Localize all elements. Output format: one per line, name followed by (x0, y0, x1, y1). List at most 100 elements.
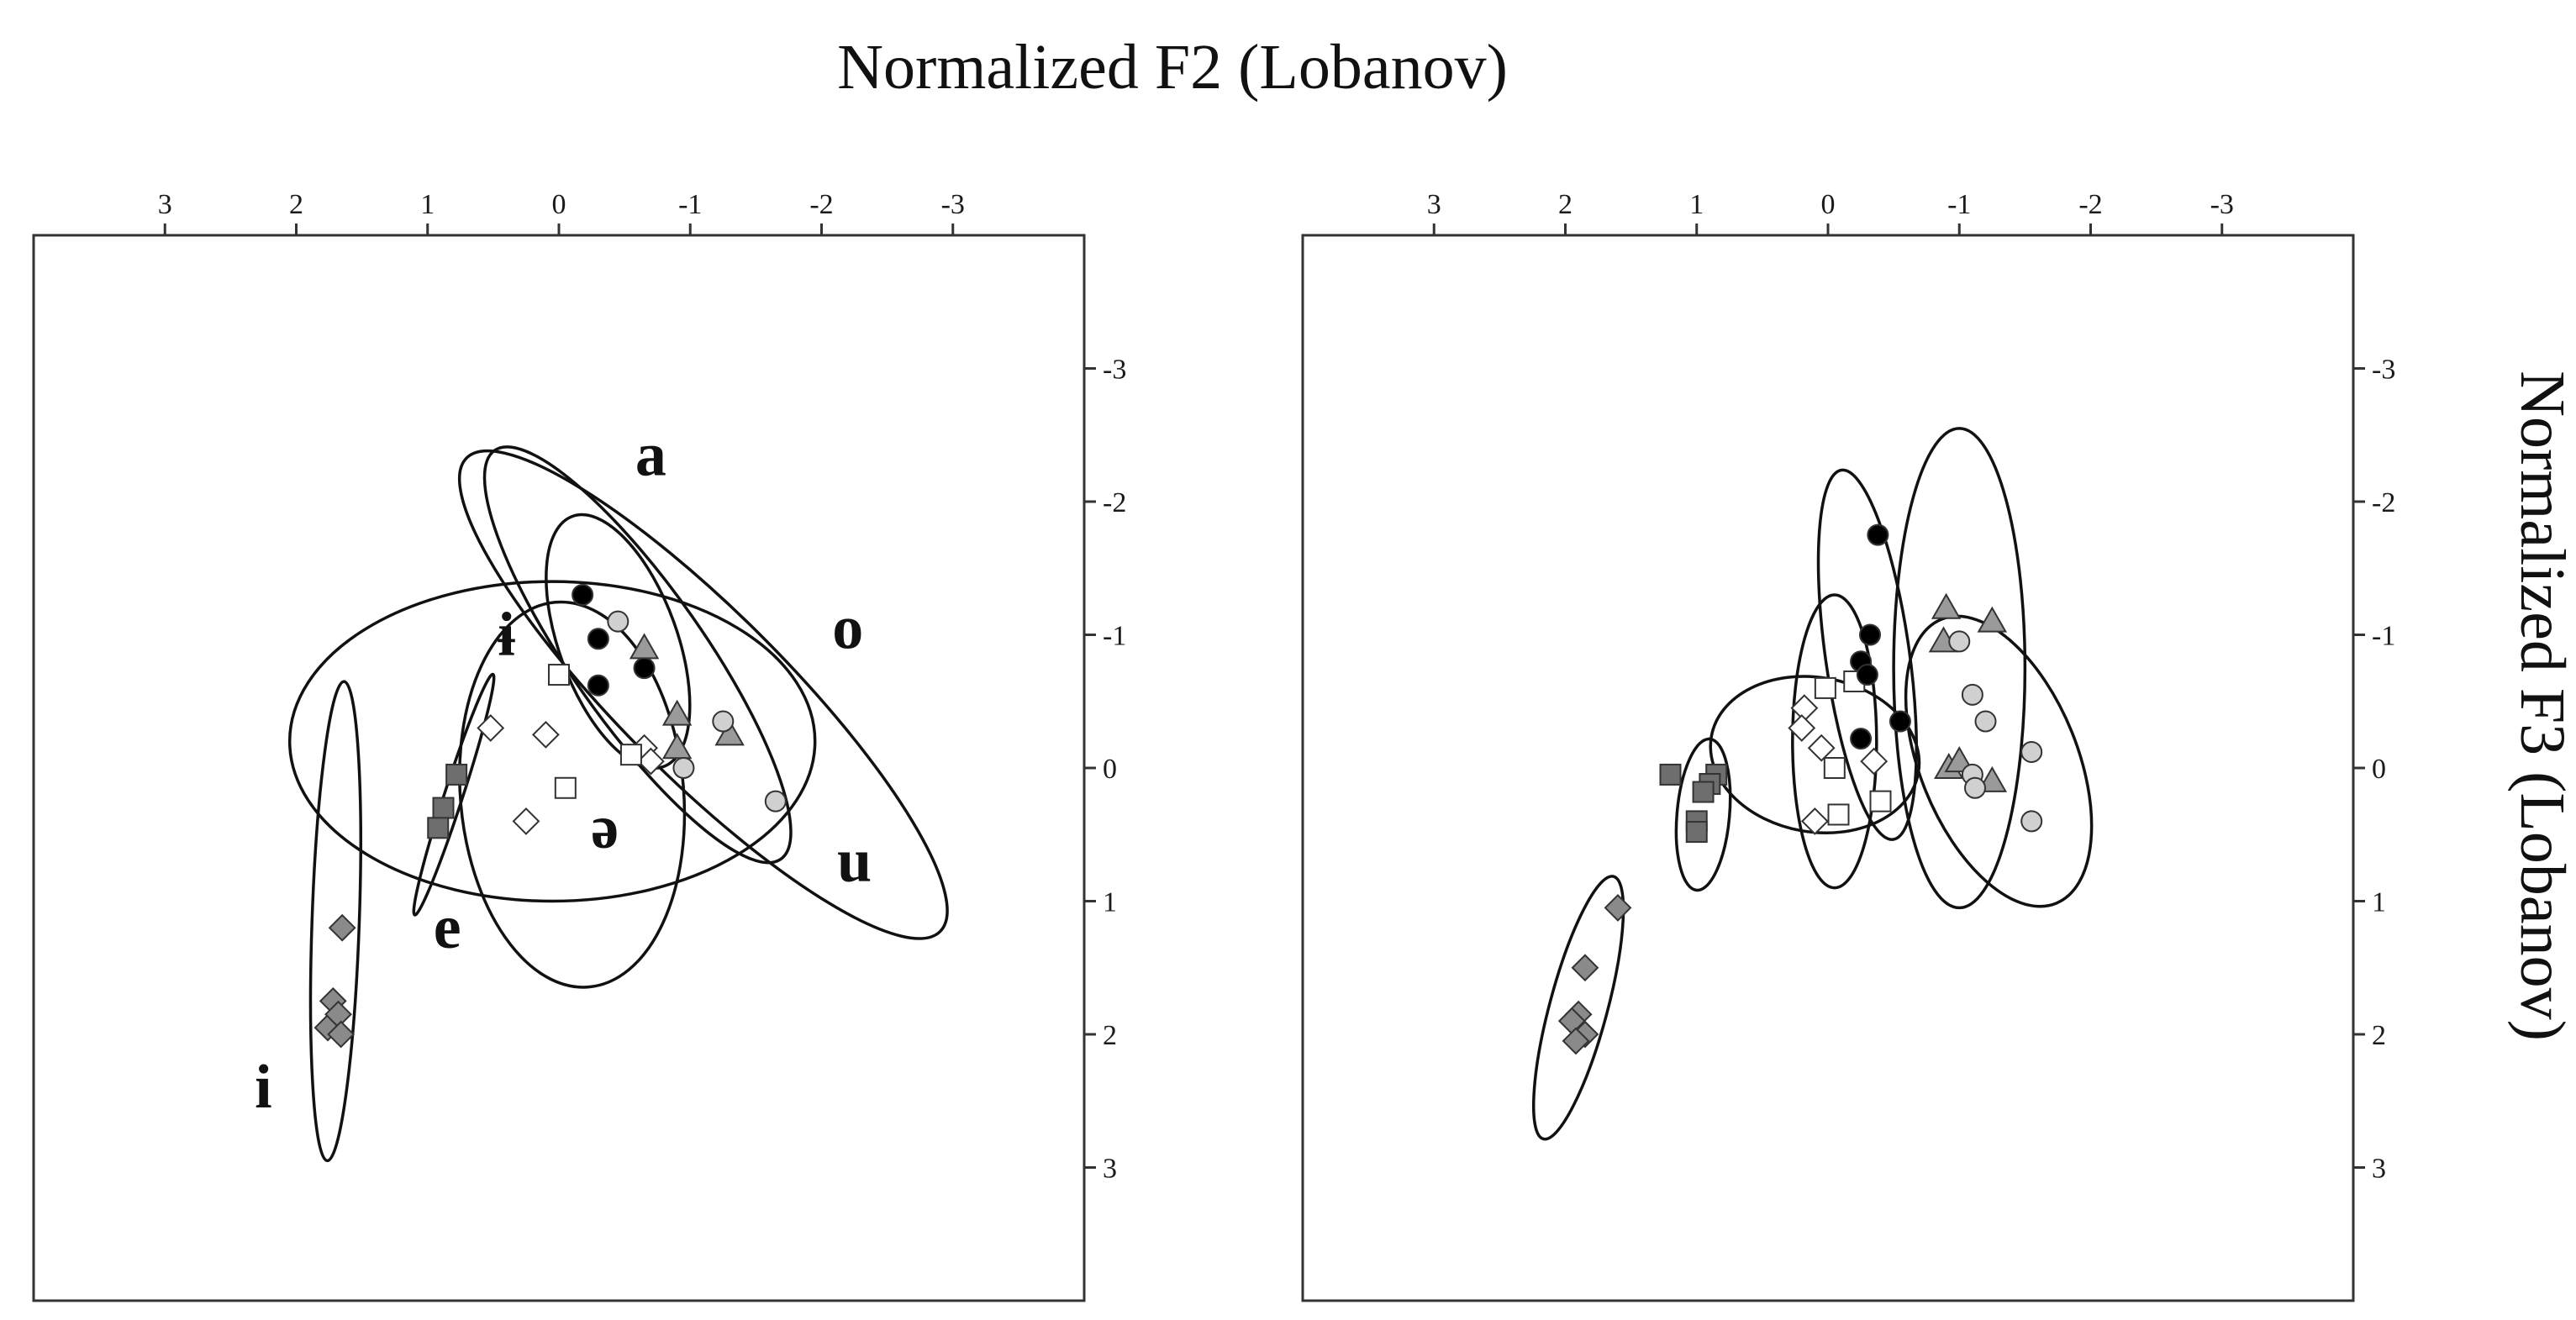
data-point (636, 747, 665, 776)
data-point (548, 664, 570, 686)
data-point (633, 657, 656, 680)
data-point (1889, 710, 1911, 733)
data-point (477, 714, 505, 742)
data-point (1859, 623, 1881, 646)
data-point (712, 710, 735, 733)
vowel-ellipse (1816, 468, 1918, 841)
x-tick-label: -3 (2210, 189, 2234, 220)
data-point (1869, 790, 1892, 813)
data-point (672, 757, 695, 779)
data-point (587, 674, 609, 697)
data-point (1692, 781, 1715, 803)
vowel-label: ə (591, 793, 619, 862)
data-point (1814, 676, 1836, 699)
data-point (327, 1020, 356, 1049)
x-tick-label: 1 (1689, 189, 1704, 220)
data-point (1685, 821, 1708, 844)
y-tick-label: -3 (2372, 355, 2395, 386)
vowel-ellipse (1892, 427, 2027, 910)
data-point (427, 817, 450, 839)
data-point (1827, 803, 1850, 826)
data-point (1800, 807, 1829, 835)
vowel-ellipse (458, 600, 687, 989)
data-point (554, 776, 577, 799)
vowel-ellipse (1531, 875, 1625, 1141)
vowel-ellipse (287, 580, 817, 903)
x-tick-label: -2 (2078, 189, 2102, 220)
data-point (1948, 630, 1971, 653)
y-tick-label: 1 (1103, 887, 1117, 918)
x-tick-label: 2 (289, 189, 303, 220)
x-tick-label: 3 (158, 189, 172, 220)
vowel-label: a (635, 420, 666, 489)
data-point (619, 744, 642, 766)
x-tick-label: -1 (678, 189, 702, 220)
x-tick-label: 3 (1427, 189, 1441, 220)
vowel-ellipse (1791, 593, 1878, 890)
vowel-label: i (255, 1053, 272, 1122)
data-point (629, 633, 660, 660)
data-point (607, 610, 630, 633)
x-axis-title: Normalized F2 (Lobanov) (837, 32, 1508, 103)
data-point (1659, 763, 1682, 786)
data-point (661, 699, 693, 726)
data-point (531, 720, 560, 749)
vowel-ellipse (308, 680, 362, 1163)
data-point (1856, 664, 1878, 686)
x-tick-label: 1 (420, 189, 435, 220)
data-point (1823, 757, 1846, 779)
data-point (1604, 894, 1632, 922)
x-tick-label: -3 (941, 189, 965, 220)
y-tick-label: 2 (2372, 1020, 2386, 1051)
y-tick-label: 3 (1103, 1154, 1117, 1185)
data-point (1788, 714, 1816, 742)
y-tick-label: 2 (1103, 1020, 1117, 1051)
data-point (587, 628, 609, 650)
x-tick-label: 0 (1821, 189, 1836, 220)
data-point (432, 797, 455, 819)
y-tick-label: -2 (2372, 487, 2395, 518)
vowel-ellipse (412, 672, 496, 917)
y-tick-label: 3 (2372, 1154, 2386, 1185)
data-point (2020, 740, 2043, 763)
vowel-label: o (832, 593, 863, 662)
data-point (2020, 810, 2043, 833)
data-point (1571, 954, 1599, 982)
y-tick-label: 0 (2372, 754, 2386, 785)
panel-right: 3 2 1 0 -1 -2 -3 -3 -2 -1 0 1 2 3 (1301, 189, 2395, 1302)
data-point (572, 583, 594, 606)
x-tick-label: 2 (1558, 189, 1572, 220)
data-point (1961, 683, 1983, 706)
y-tick-label: -2 (1103, 487, 1126, 518)
data-point (328, 913, 356, 942)
plot-frame (32, 234, 1086, 1302)
vowel-label: e (434, 893, 461, 962)
data-point (714, 719, 745, 746)
panel-left: 3 2 1 0 -1 -2 -3 -3 -2 -1 0 1 2 3 a o ɨ ə u e i (32, 189, 1126, 1302)
y-tick-label: -1 (2372, 621, 2395, 652)
data-point (1931, 592, 1962, 619)
data-point (1867, 523, 1889, 546)
data-point (1977, 606, 2008, 633)
data-point (1562, 1027, 1590, 1055)
x-tick-label: -2 (809, 189, 833, 220)
y-tick-label: -3 (1103, 355, 1126, 386)
data-point (661, 733, 693, 760)
y-tick-label: -1 (1103, 621, 1126, 652)
data-point (1860, 747, 1889, 776)
data-point (512, 807, 540, 835)
data-point (1944, 746, 1974, 773)
y-tick-label: 1 (2372, 887, 2386, 918)
vowel-ellipse (457, 449, 949, 940)
x-tick-label: -1 (1947, 189, 1971, 220)
data-point (445, 763, 468, 786)
x-tick-label: 0 (552, 189, 566, 220)
data-point (1850, 728, 1873, 750)
vowel-ellipse (1904, 614, 2094, 908)
data-point (1974, 710, 1997, 733)
y-axis-title: Normalized F3 (Lobanov) (2507, 371, 2576, 1041)
y-tick-label: 0 (1103, 754, 1117, 785)
data-point (764, 790, 787, 813)
data-point (1807, 734, 1836, 762)
